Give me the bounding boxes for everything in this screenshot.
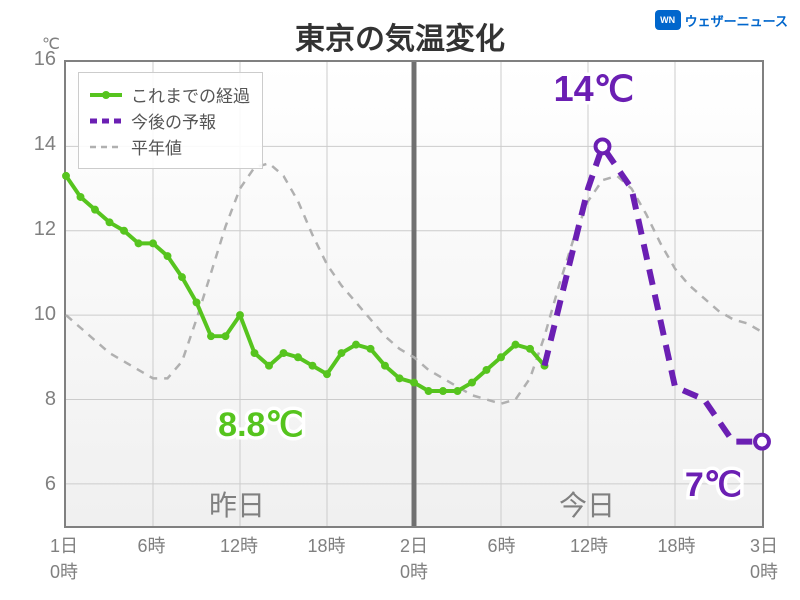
brand-logo-icon: WN (655, 10, 681, 30)
legend-swatch-icon (89, 139, 123, 155)
annotation: 14℃14℃ (554, 68, 634, 110)
day-label: 昨日 (209, 484, 265, 524)
legend-swatch-icon (89, 87, 123, 103)
x-tick-label: 18時 (302, 532, 352, 558)
day-label: 今日 (559, 484, 615, 524)
legend-box: これまでの経過今後の予報平年値 (78, 72, 263, 169)
y-tick-label: 6 (16, 473, 56, 496)
past-line (62, 172, 548, 395)
x-tick-label: 12時 (214, 532, 264, 558)
y-tick-label: 8 (16, 388, 56, 411)
x-tick-label: 12時 (564, 532, 614, 558)
chart-plot-area: これまでの経過今後の予報平年値 (64, 60, 764, 528)
legend-label: 平年値 (131, 134, 182, 159)
legend-item: 今後の予報 (89, 108, 250, 133)
y-tick-label: 12 (16, 218, 56, 241)
legend-item: 平年値 (89, 134, 250, 159)
legend-swatch-icon (89, 113, 123, 129)
x-tick-label: 3日0時 (739, 532, 789, 584)
annotation: 8.8℃8.8℃ (218, 405, 303, 445)
brand-text: ウェザーニュース (685, 11, 788, 30)
legend-label: 今後の予報 (131, 108, 216, 133)
legend-label: これまでの経過 (131, 82, 250, 107)
brand-badge: WN ウェザーニュース (655, 10, 788, 30)
x-tick-label: 2日0時 (389, 532, 439, 584)
x-tick-label: 1日0時 (39, 532, 89, 584)
y-tick-label: 10 (16, 303, 56, 326)
x-tick-label: 6時 (477, 532, 527, 558)
legend-item: これまでの経過 (89, 82, 250, 107)
y-tick-label: 14 (16, 133, 56, 156)
x-tick-label: 6時 (127, 532, 177, 558)
annotation: 7℃7℃ (685, 465, 742, 505)
forecast-line (545, 139, 769, 448)
x-tick-label: 18時 (652, 532, 702, 558)
y-tick-label: 16 (16, 48, 56, 71)
